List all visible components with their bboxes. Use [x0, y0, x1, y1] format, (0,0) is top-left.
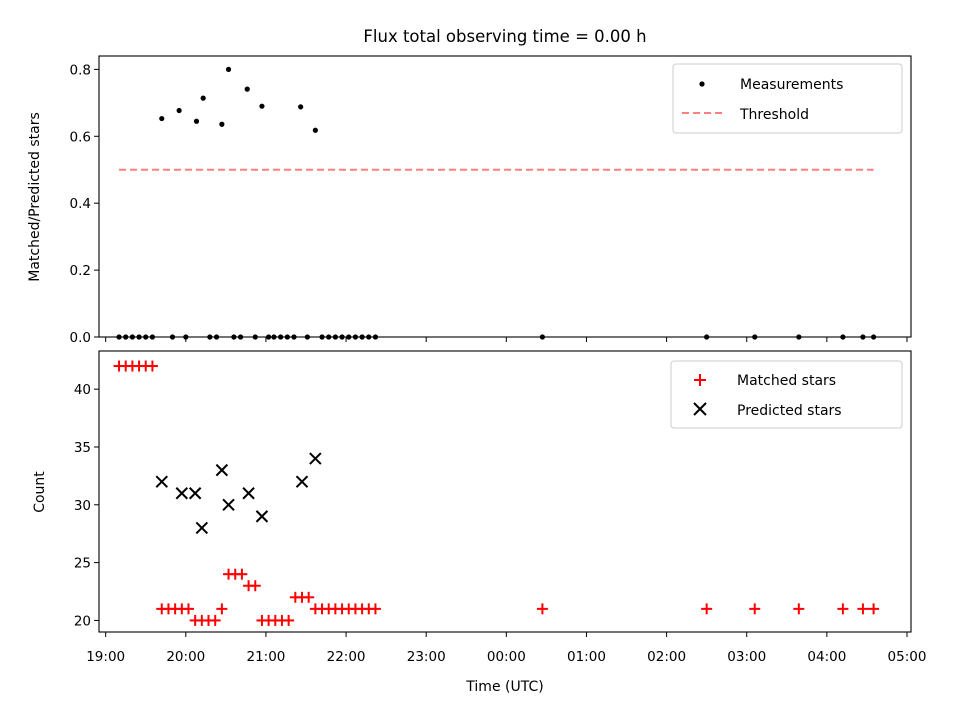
top-y-tick-label: 0.8: [70, 62, 91, 78]
matched-star-point: [837, 603, 849, 615]
top-legend: Measurements Threshold: [672, 63, 903, 134]
matched-star-point: [369, 603, 381, 615]
bottom-y-tick-label: 30: [74, 498, 91, 514]
measurement-point: [259, 103, 265, 109]
measurement-point: [219, 121, 225, 127]
x-tick-label: 21:00: [246, 649, 285, 665]
bottom-plot-frame: [98, 350, 912, 633]
predicted-star-point: [215, 463, 229, 477]
matched-star-point: [857, 603, 869, 615]
matched-star-point: [303, 591, 315, 603]
x-tick-label: 19:00: [86, 649, 125, 665]
predicted-star-point: [195, 521, 209, 535]
measurement-point: [176, 107, 182, 114]
bottom-y-tick-label: 35: [74, 440, 91, 456]
predicted-star-point: [155, 475, 168, 488]
top-y-ticks: 0.0 0.2 0.4 0.6 0.8: [70, 62, 99, 346]
bottom-x-ticks: 19:00 20:00 21:00 22:00 23:00 00:00 01:00 02:00…: [86, 632, 926, 665]
x-tick-label: 22:00: [327, 649, 366, 665]
matched-star-point: [182, 603, 194, 615]
bottom-y-tick-label: 25: [74, 556, 91, 572]
bottom-y-ticks: 20 25 30 35 40: [74, 382, 99, 629]
top-panel: 0.00.20.40.60.8 Matched/Predicted stars …: [27, 55, 912, 346]
predicted-star-point: [222, 498, 235, 512]
matched-star-point: [536, 603, 548, 615]
legend-threshold-label: Threshold: [739, 107, 809, 123]
measurement-point: [159, 115, 165, 122]
matched-star-point: [216, 603, 228, 615]
legend-predicted-marker: [693, 402, 707, 416]
matched-star-point: [236, 568, 248, 580]
top-y-tick-label: 0.6: [70, 129, 91, 145]
matched-star-point: [868, 603, 880, 615]
x-tick-label: 23:00: [407, 649, 446, 665]
legend-measurements-marker: [699, 81, 705, 87]
x-tick-label: 04:00: [807, 649, 846, 665]
bottom-legend-box: [670, 360, 903, 429]
legend-measurements-label: Measurements: [740, 77, 843, 93]
bottom-legend: Matched stars Predicted stars: [670, 360, 903, 429]
bottom-panel: 20 25 30 35 40 19:00 20:00 21:00 22:00 23:00 00:0…: [32, 350, 926, 695]
predicted-star-point: [295, 475, 309, 488]
x-tick-label: 00:00: [487, 649, 526, 665]
predicted-star-point: [188, 487, 202, 500]
predicted-star-point: [242, 487, 255, 500]
matched-star-point: [749, 603, 761, 615]
top-x-ticks: [105, 337, 908, 342]
matched-star-point: [793, 603, 805, 615]
legend-matched-label: Matched stars: [737, 373, 836, 389]
matched-star-point: [283, 614, 295, 626]
predicted-star-point: [309, 452, 322, 465]
matched-star-point: [209, 614, 221, 626]
measurement-point: [298, 104, 304, 110]
matched-star-point: [701, 603, 713, 615]
legend-predicted-label: Predicted stars: [737, 403, 842, 419]
x-axis-label: Time (UTC): [465, 679, 543, 695]
measurement-point: [312, 127, 318, 133]
top-plot-frame: [98, 55, 912, 338]
legend-matched-marker: [694, 374, 706, 386]
matched-star-point: [146, 360, 158, 372]
bottom-y-tick-label: 20: [74, 613, 91, 629]
measurement-point: [244, 86, 250, 92]
predicted-star-point: [175, 487, 189, 500]
top-y-axis-label: Matched/Predicted stars: [27, 112, 43, 282]
bottom-plot-marks: [113, 360, 880, 626]
measurement-point: [225, 66, 232, 72]
top-y-tick-label: 0.2: [70, 263, 91, 279]
predicted-star-point: [255, 510, 269, 523]
matched-star-point: [249, 580, 261, 592]
x-tick-label: 20:00: [166, 649, 205, 665]
x-tick-label: 03:00: [727, 649, 766, 665]
measurement-point: [200, 95, 206, 101]
bottom-y-tick-label: 40: [74, 382, 91, 398]
x-tick-label: 01:00: [567, 649, 606, 665]
x-tick-label: 02:00: [647, 649, 686, 665]
top-legend-box: [672, 63, 903, 134]
x-tick-label: 05:00: [888, 649, 927, 665]
top-y-tick-label: 0.4: [70, 196, 91, 212]
top-y-tick-label: 0.0: [70, 330, 91, 346]
chart-title: Flux total observing time = 0.00 h: [363, 27, 646, 46]
measurement-point: [193, 118, 200, 124]
bottom-y-axis-label: Count: [32, 471, 48, 513]
